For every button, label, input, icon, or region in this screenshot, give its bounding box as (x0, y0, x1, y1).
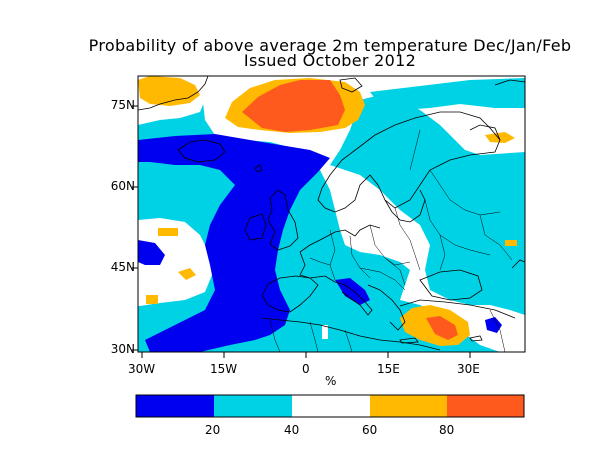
border-4 (394, 207, 421, 271)
coast-europe-west (299, 224, 381, 253)
border-12 (409, 129, 421, 171)
fill-orange-spot-2 (178, 268, 196, 280)
title-line-1: Probability of above average 2m temperat… (88, 36, 572, 55)
coast-france (299, 251, 336, 283)
coast-faroe (254, 164, 263, 173)
colorbar-bin-40-60 (292, 395, 370, 417)
border-13 (269, 319, 281, 352)
x-tick-30w: 30W (128, 362, 156, 376)
coast-scandinavia (317, 111, 501, 213)
coast-caspian (511, 259, 525, 269)
fill-white-patch-1 (322, 325, 328, 339)
border-14 (309, 321, 319, 352)
map-frame (137, 75, 526, 353)
fill-deep-blue-east (485, 317, 502, 333)
coast-black-sea (419, 269, 483, 301)
fill-orange-ne (485, 132, 515, 143)
border-9 (309, 257, 331, 266)
colorbar-bin-0-20 (136, 395, 214, 417)
coast-crete (399, 337, 419, 344)
y-tick-45n: 45N (110, 260, 135, 274)
coast-ireland (244, 213, 267, 241)
colorbar-bin-20-40 (214, 395, 292, 417)
y-tick-60n: 60N (110, 179, 135, 193)
units-label: % (325, 374, 337, 388)
coastlines (138, 76, 525, 351)
coast-balkans (367, 284, 406, 331)
border-16 (489, 309, 506, 352)
coast-iberia (261, 275, 319, 313)
fill-white-west (138, 218, 212, 306)
coast-cyprus (469, 335, 483, 342)
coast-north-africa (261, 317, 441, 351)
border-6 (429, 169, 501, 216)
fill-orange-spot-3 (146, 295, 158, 304)
fill-white-east (200, 76, 525, 352)
border-15 (344, 329, 353, 352)
y-tick-30n: 30N (110, 342, 135, 356)
border-2 (349, 235, 371, 279)
fill-orange-spot-4 (505, 240, 517, 246)
border-8 (359, 267, 406, 291)
fill-red-turkey (426, 316, 458, 340)
coast-novaya-zemlya (494, 79, 525, 86)
border-1 (329, 229, 336, 281)
colorbar-label-80: 80 (439, 423, 455, 437)
coast-greenland (138, 76, 209, 111)
colorbar-frame (135, 394, 525, 418)
x-tick-15w: 15W (210, 362, 238, 376)
x-tick-0: 0 (302, 362, 310, 376)
fill-deep-blue-main (138, 134, 330, 352)
coast-italy (334, 281, 373, 316)
fill-orange-spot-1 (158, 228, 178, 236)
axis-ticks (132, 105, 471, 358)
colorbar-label-20: 20 (205, 423, 221, 437)
coast-iceland (177, 139, 226, 163)
coast-white-sea (469, 124, 501, 141)
x-tick-15e: 15E (377, 362, 400, 376)
fill-red-north (242, 80, 345, 132)
coast-svalbard (339, 77, 363, 93)
colorbar-bin-80-100 (447, 395, 524, 417)
map-area (138, 76, 525, 352)
x-tick-30e: 30E (457, 362, 480, 376)
border-7 (384, 257, 406, 286)
border-11 (479, 214, 513, 261)
y-tick-75n: 75N (110, 98, 135, 112)
coast-britain (267, 189, 299, 251)
border-5 (424, 199, 491, 256)
coast-turkey (399, 299, 516, 319)
colorbar-label-60: 60 (362, 423, 378, 437)
fill-deep-blue-west (138, 240, 165, 265)
colorbar-label-40: 40 (284, 423, 300, 437)
title-line-2: Issued October 2012 (243, 51, 417, 70)
fill-cyan-ne (370, 78, 525, 110)
country-borders (269, 129, 513, 352)
colorbar (135, 394, 525, 418)
border-10 (439, 234, 446, 271)
colorbar-bin-60-80 (370, 395, 447, 417)
